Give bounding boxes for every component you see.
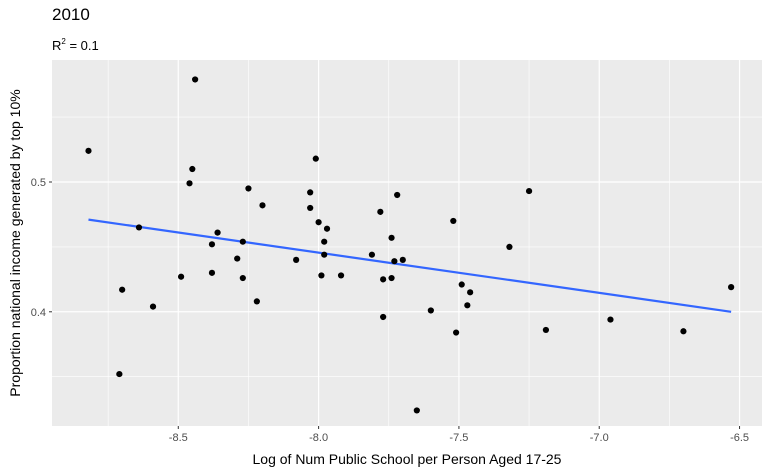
data-point bbox=[307, 189, 314, 196]
data-point bbox=[453, 329, 460, 336]
r-squared-value: = 0.1 bbox=[66, 38, 99, 53]
data-point bbox=[189, 165, 196, 173]
data-point bbox=[245, 185, 252, 192]
data-point bbox=[450, 217, 457, 225]
y-tick-label: 0.4 bbox=[31, 307, 46, 319]
data-point bbox=[380, 276, 387, 283]
data-point bbox=[85, 147, 92, 154]
data-point bbox=[208, 241, 216, 248]
data-point bbox=[135, 224, 143, 231]
data-point bbox=[377, 208, 384, 215]
data-point bbox=[239, 274, 246, 282]
data-point bbox=[177, 273, 185, 280]
data-point bbox=[458, 281, 465, 288]
data-point bbox=[525, 187, 533, 195]
data-point bbox=[307, 204, 314, 212]
data-point bbox=[208, 269, 216, 276]
data-point bbox=[321, 238, 328, 245]
data-point bbox=[119, 286, 126, 293]
r-squared-exponent: 2 bbox=[61, 37, 66, 46]
data-point bbox=[214, 229, 221, 236]
grid-major bbox=[52, 60, 762, 426]
data-point bbox=[388, 234, 395, 241]
data-point bbox=[391, 258, 398, 265]
data-point bbox=[192, 76, 199, 83]
data-point bbox=[399, 256, 406, 263]
x-tick-label: -7.5 bbox=[449, 432, 468, 444]
x-tick-label: -6.5 bbox=[730, 432, 749, 444]
data-points bbox=[85, 76, 735, 414]
r-squared-label: R bbox=[52, 38, 61, 53]
y-tick-label: 0.5 bbox=[31, 177, 46, 189]
data-point bbox=[506, 243, 513, 250]
y-axis-title: Proportion national income generated by … bbox=[7, 89, 23, 396]
regression-line bbox=[88, 218, 732, 313]
chart-title: 2010 bbox=[52, 5, 90, 24]
data-point bbox=[315, 219, 322, 226]
data-point bbox=[388, 274, 395, 282]
x-tick-label: -8.0 bbox=[309, 432, 328, 444]
data-point bbox=[427, 307, 434, 314]
data-point bbox=[394, 191, 401, 199]
x-axis-ticks: -8.5 -8.0 -7.5 -7.0 -6.5 bbox=[169, 426, 749, 444]
data-point bbox=[380, 313, 387, 321]
data-point bbox=[413, 407, 420, 414]
grid-minor bbox=[52, 60, 762, 426]
data-point bbox=[253, 298, 260, 305]
data-point bbox=[728, 284, 735, 291]
data-point bbox=[186, 180, 193, 187]
data-point bbox=[464, 302, 471, 309]
x-axis-title: Log of Num Public School per Person Aged… bbox=[253, 451, 562, 467]
data-point bbox=[116, 370, 123, 378]
data-point bbox=[467, 289, 474, 296]
data-point bbox=[149, 303, 157, 310]
x-tick-label: -7.0 bbox=[590, 432, 609, 444]
x-tick-label: -8.5 bbox=[169, 432, 188, 444]
data-point bbox=[607, 316, 614, 323]
data-point bbox=[542, 326, 550, 334]
data-point bbox=[321, 251, 328, 258]
chart-subtitle: R2 = 0.1 bbox=[52, 37, 99, 53]
data-point bbox=[312, 155, 319, 162]
plot-panel bbox=[52, 60, 762, 426]
y-axis-ticks: 0.4 0.5 bbox=[31, 177, 52, 319]
data-point bbox=[259, 202, 266, 209]
data-point bbox=[293, 256, 300, 263]
data-point bbox=[368, 251, 376, 258]
data-point bbox=[680, 328, 687, 335]
data-point bbox=[239, 238, 246, 245]
data-point bbox=[318, 272, 325, 279]
data-point bbox=[337, 272, 345, 279]
data-point bbox=[234, 255, 241, 262]
data-point bbox=[323, 225, 331, 232]
